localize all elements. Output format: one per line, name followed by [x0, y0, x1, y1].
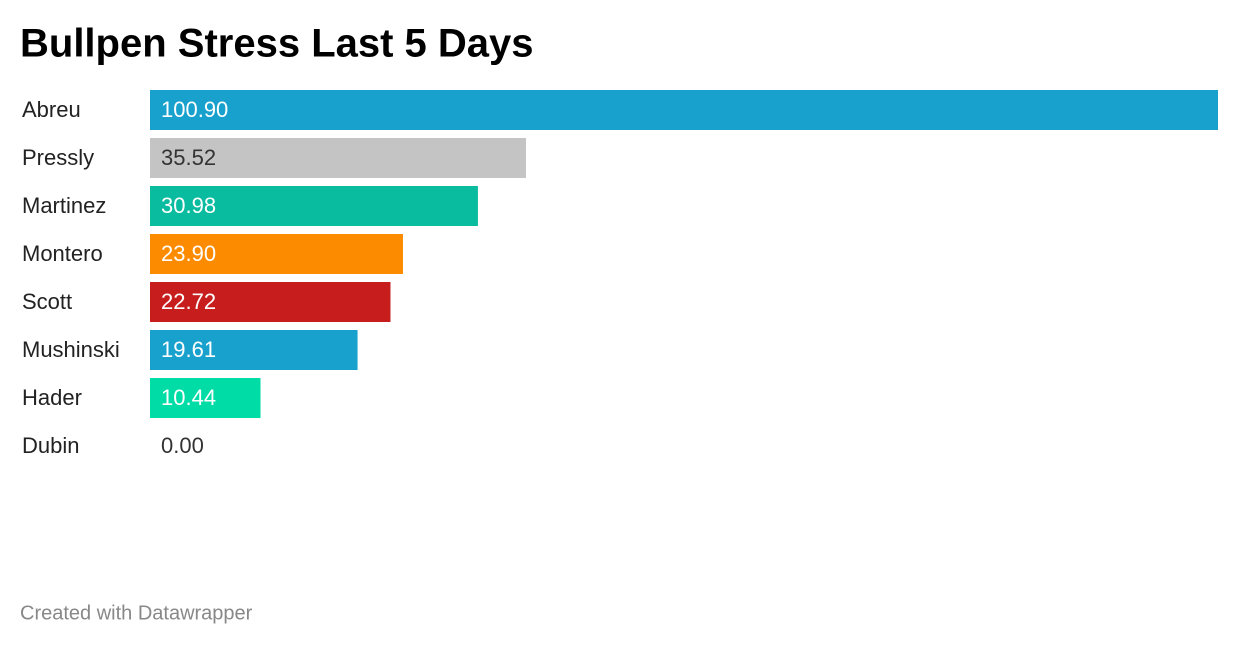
- value-label: 23.90: [161, 241, 216, 266]
- bar: [150, 138, 526, 178]
- category-label: Dubin: [22, 433, 79, 458]
- category-label: Abreu: [22, 97, 81, 122]
- bar: [150, 378, 261, 418]
- value-label: 0.00: [161, 433, 204, 458]
- bar: [150, 282, 391, 322]
- value-label: 30.98: [161, 193, 216, 218]
- footer: Created with Datawrapper: [20, 602, 253, 624]
- bar: [150, 330, 358, 370]
- category-label: Scott: [22, 289, 72, 314]
- value-label: 22.72: [161, 289, 216, 314]
- bar: [150, 186, 478, 226]
- value-label: 19.61: [161, 337, 216, 362]
- category-label: Martinez: [22, 193, 106, 218]
- value-label: 10.44: [161, 385, 216, 410]
- bar: [150, 234, 403, 274]
- category-label: Hader: [22, 385, 82, 410]
- category-label: Pressly: [22, 145, 94, 170]
- value-label: 35.52: [161, 145, 216, 170]
- category-label: Mushinski: [22, 337, 120, 362]
- chart-title: Bullpen Stress Last 5 Days: [20, 22, 534, 66]
- value-label: 100.90: [161, 97, 228, 122]
- bar: [150, 90, 1218, 130]
- category-label: Montero: [22, 241, 103, 266]
